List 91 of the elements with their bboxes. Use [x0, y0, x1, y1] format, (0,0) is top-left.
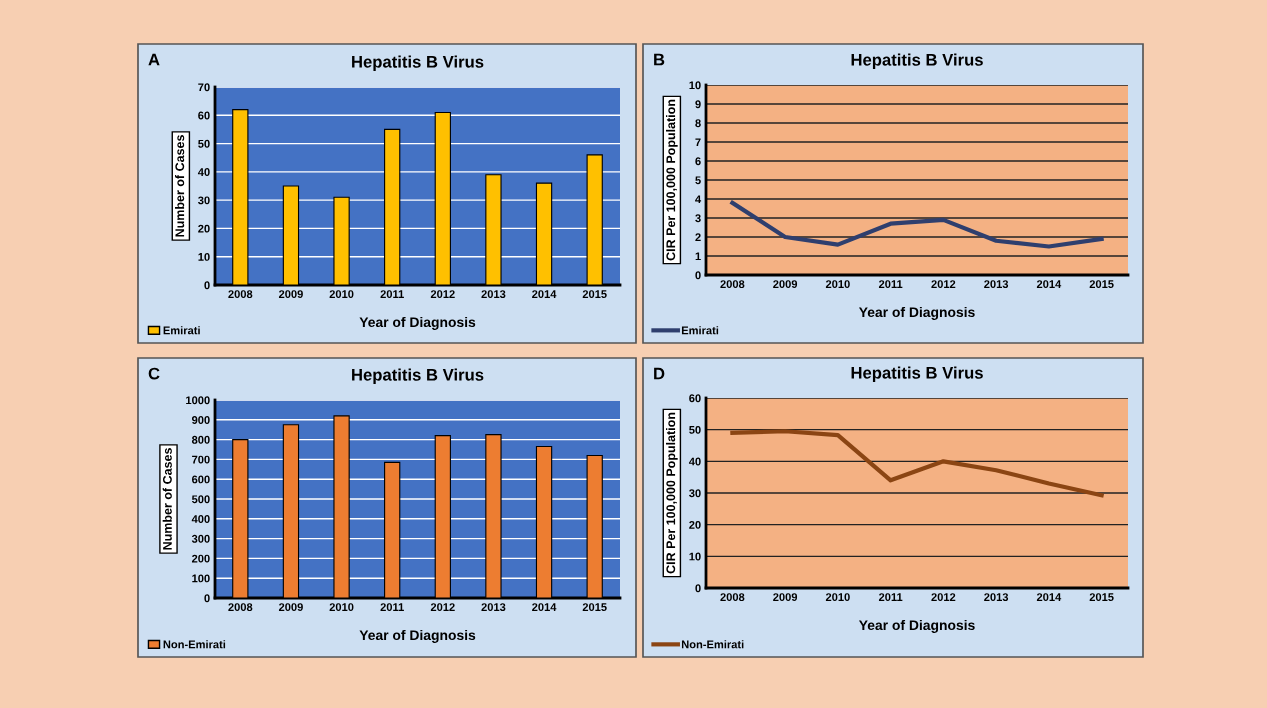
x-tick-label: 2012	[931, 280, 956, 289]
x-tick-label: 2008	[228, 290, 253, 299]
y-tick-label: 700	[192, 455, 210, 464]
x-tick-label: 2009	[278, 290, 303, 299]
x-tick-label: 2011	[380, 290, 404, 299]
y-tick-label: 900	[191, 416, 210, 424]
x-tick-label: 2014	[532, 603, 557, 612]
x-tick-label: 2011	[878, 280, 903, 289]
x-tick-label: 2008	[720, 593, 745, 602]
x-tick-label: 2010	[825, 280, 850, 289]
line-series	[730, 429, 1104, 498]
x-axis-title: Year of Diagnosis	[858, 306, 975, 320]
y-tick-label: 4	[695, 195, 702, 204]
y-tick-label: 1000	[186, 396, 210, 405]
y-tick-label: 400	[191, 515, 210, 523]
y-tick-label: 30	[198, 196, 210, 205]
x-axis-title: Year of Diagnosis	[858, 619, 975, 633]
x-tick-label: 2010	[329, 290, 354, 299]
x-tick-label: 2012	[430, 290, 455, 299]
x-tick-label: 2009	[773, 280, 798, 289]
x-tick-label: 2008	[720, 280, 745, 289]
y-tick-label: 300	[191, 534, 210, 543]
y-tick-label: 9	[695, 100, 701, 109]
y-tick-label: 60	[198, 111, 210, 120]
x-tick-label: 2010	[825, 593, 850, 602]
x-tick-label: 2015	[582, 603, 607, 612]
chart-title: Hepatitis B Virus	[851, 53, 983, 70]
x-tick-label: 2015	[582, 290, 607, 299]
y-tick-label: 30	[689, 489, 701, 498]
y-tick-label: 70	[198, 83, 210, 92]
x-tick-label: 2012	[931, 593, 956, 602]
y-tick-label: 10	[689, 552, 701, 561]
y-tick-label: 100	[192, 574, 210, 583]
x-tick-label: 2013	[481, 290, 506, 299]
line-series	[730, 200, 1104, 249]
legend-label: Emirati	[681, 326, 719, 335]
chart-title: Hepatitis B Virus	[352, 55, 484, 72]
y-tick-label: 50	[198, 139, 210, 148]
text: C	[148, 367, 160, 380]
x-tick-label: 2008	[228, 603, 253, 612]
y-tick-label: 1	[695, 252, 701, 261]
x-tick-label: 2011	[878, 593, 903, 602]
legend-label: Non-Emirati	[163, 640, 226, 649]
x-axis-title: Year of Diagnosis	[359, 629, 476, 643]
y-tick-label: 6	[695, 157, 701, 166]
y-tick-label: 5	[695, 176, 701, 185]
y-tick-label: 0	[695, 584, 701, 593]
y-tick-label: 800	[191, 435, 210, 444]
x-tick-label: 2013	[481, 603, 506, 612]
y-tick-label: 0	[204, 594, 210, 603]
x-tick-label: 2013	[984, 593, 1009, 602]
text: B	[654, 53, 665, 66]
y-tick-label: 40	[688, 457, 701, 466]
x-tick-label: 2012	[430, 603, 455, 612]
x-tick-label: 2015	[1089, 593, 1114, 602]
x-axis-title: Year of Diagnosis	[359, 316, 476, 330]
y-tick-label: 10	[689, 81, 701, 90]
y-tick-label: 50	[689, 425, 701, 434]
y-tick-label: 20	[198, 224, 210, 233]
x-tick-label: 2014	[532, 290, 557, 299]
y-tick-label: 0	[695, 271, 701, 280]
x-tick-label: 2011	[380, 603, 404, 612]
x-tick-label: 2009	[278, 603, 303, 612]
y-tick-label: 8	[695, 119, 701, 128]
text: A	[148, 53, 160, 66]
legend-label: Non-Emirati	[681, 640, 744, 649]
y-tick-label: 60	[689, 394, 701, 403]
y-tick-label: 0	[204, 281, 210, 290]
y-tick-label: 3	[695, 214, 701, 223]
y-tick-label: 7	[695, 138, 701, 147]
chart-title: Hepatitis B Virus	[851, 366, 983, 383]
y-tick-label: 10	[198, 252, 210, 261]
x-tick-label: 2014	[1036, 280, 1062, 289]
x-tick-label: 2013	[984, 280, 1009, 289]
y-tick-label: 40	[197, 168, 210, 176]
x-tick-label: 2009	[773, 593, 798, 602]
y-tick-label: 20	[689, 520, 701, 529]
y-tick-label: 2	[695, 233, 701, 242]
chart-title: Hepatitis B Virus	[352, 368, 484, 385]
y-tick-label: 600	[192, 475, 210, 484]
y-axis-title: Number of Cases	[162, 448, 172, 550]
y-tick-label: 500	[191, 495, 210, 504]
x-tick-label: 2010	[329, 603, 354, 612]
x-tick-label: 2014	[1036, 593, 1062, 602]
y-axis-title: Number of Cases	[175, 135, 185, 237]
legend-label: Emirati	[163, 326, 200, 335]
y-axis-title: CIR Per 100,000 Population	[666, 99, 678, 261]
y-axis-title: CIR Per 100,000 Population	[666, 412, 678, 574]
y-tick-label: 200	[191, 554, 210, 563]
x-tick-label: 2015	[1089, 280, 1114, 289]
text: D	[654, 367, 665, 380]
